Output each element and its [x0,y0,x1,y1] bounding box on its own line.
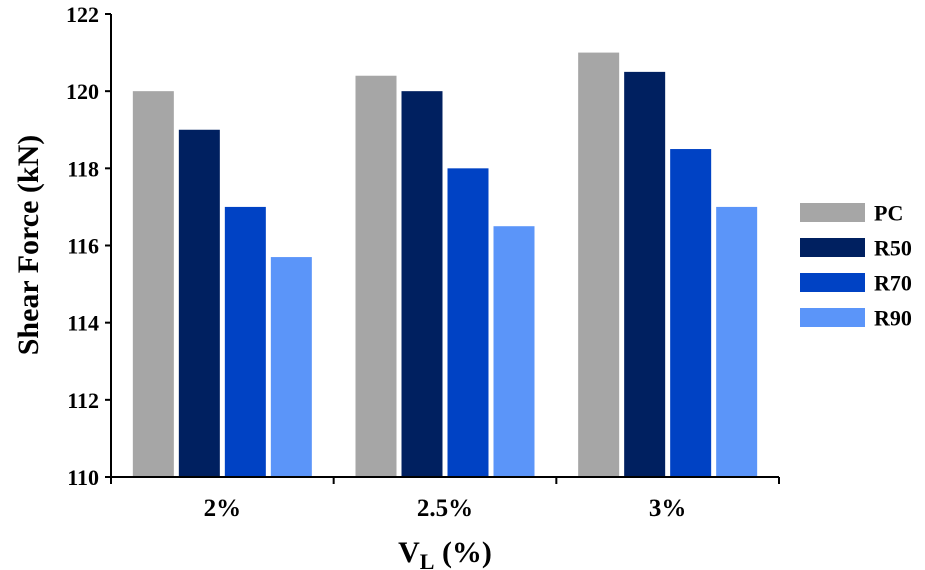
x-axis-title: VL (%) [398,536,492,570]
x-axis-title-main: V [398,536,420,569]
legend-label-r90: R90 [874,306,912,331]
bar-r90-0 [270,257,312,477]
x-axis-tick-marks [110,477,780,484]
bar-r70-2 [670,149,712,477]
bar-pc-0 [132,91,174,478]
bar-pc-1 [355,75,397,477]
x-category-label: 2% [204,495,242,522]
y-tick-label: 110 [67,465,99,490]
bar-r70-0 [224,206,266,477]
y-tick-label: 116 [67,234,99,259]
bar-r50-2 [624,71,666,477]
legend: PC R50 R70 R90 [800,201,912,331]
legend-swatch-r50 [800,238,865,257]
legend-label-r50: R50 [874,236,912,261]
bar-r50-0 [178,129,220,477]
x-axis-title-suffix: (%) [434,536,491,569]
legend-label-pc: PC [874,201,903,226]
y-axis-title: Shear Force (kN) [12,135,45,356]
bar-group [132,52,758,478]
y-tick-label: 120 [66,79,99,104]
bar-r90-2 [716,206,758,477]
bar-r50-1 [401,91,443,478]
legend-swatch-r90 [800,308,865,327]
y-tick-label: 118 [67,156,99,181]
bar-r90-1 [493,226,535,477]
x-axis-title-subscript: L [420,549,435,570]
legend-label-r70: R70 [874,271,912,296]
x-category-label: 3% [649,495,687,522]
y-axis-tick-labels: 110 112 114 116 118 120 122 [66,2,111,490]
bar-pc-2 [578,52,620,477]
legend-swatch-r70 [800,273,865,292]
y-tick-label: 114 [67,311,99,336]
x-category-label: 2.5% [417,495,473,522]
x-axis-category-labels: 2% 2.5% 3% [204,495,687,522]
legend-swatch-pc [800,203,865,222]
y-tick-label: 112 [67,388,99,413]
y-tick-label: 122 [66,2,99,27]
bar-r70-1 [447,168,489,478]
